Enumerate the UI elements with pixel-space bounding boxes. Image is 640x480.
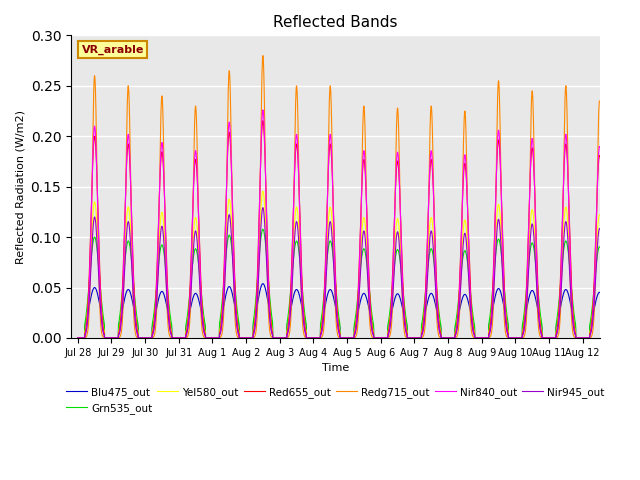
Yel580_out	[612, 335, 620, 341]
Grn535_out	[612, 335, 620, 341]
Legend: Blu475_out, Grn535_out, Yel580_out, Red655_out, Redg715_out, Nir840_out, Nir945_: Blu475_out, Grn535_out, Yel580_out, Red6…	[62, 383, 609, 418]
Red655_out	[259, 118, 267, 124]
Nir840_out	[74, 335, 81, 341]
Grn535_out	[463, 260, 471, 265]
Yel580_out	[259, 189, 267, 194]
Red655_out	[74, 335, 81, 341]
Nir840_out	[498, 213, 506, 219]
Grn535_out	[184, 308, 192, 313]
Grn535_out	[259, 227, 267, 232]
Redg715_out	[259, 53, 267, 59]
Nir840_out	[463, 204, 471, 210]
Text: VR_arable: VR_arable	[81, 45, 144, 55]
Grn535_out	[531, 248, 538, 253]
Title: Reflected Bands: Reflected Bands	[273, 15, 397, 30]
Blu475_out	[531, 290, 538, 296]
Blu475_out	[184, 317, 192, 323]
Y-axis label: Reflected Radiation (W/m2): Reflected Radiation (W/m2)	[15, 109, 25, 264]
Blu475_out	[463, 296, 471, 302]
Line: Nir945_out: Nir945_out	[77, 208, 616, 338]
Nir840_out	[416, 335, 424, 341]
Nir945_out	[416, 335, 424, 341]
Blu475_out	[74, 335, 81, 341]
Red655_out	[463, 204, 471, 210]
Nir945_out	[612, 335, 620, 341]
Nir945_out	[498, 260, 506, 265]
Nir945_out	[74, 335, 81, 341]
Red655_out	[416, 335, 424, 341]
Yel580_out	[607, 335, 614, 341]
Nir840_out	[184, 323, 192, 329]
Redg715_out	[607, 335, 614, 341]
Yel580_out	[498, 242, 506, 248]
Yel580_out	[531, 222, 538, 228]
Line: Yel580_out: Yel580_out	[77, 192, 616, 338]
Yel580_out	[184, 316, 192, 322]
Red655_out	[612, 335, 620, 341]
Red655_out	[498, 209, 506, 215]
Nir945_out	[463, 256, 471, 262]
Blu475_out	[416, 335, 424, 341]
Yel580_out	[416, 335, 424, 341]
Grn535_out	[74, 335, 81, 341]
Nir945_out	[607, 335, 614, 341]
Nir840_out	[612, 335, 620, 341]
Grn535_out	[607, 335, 614, 341]
Red655_out	[184, 317, 192, 323]
Redg715_out	[74, 335, 81, 341]
Nir840_out	[607, 335, 614, 341]
Blu475_out	[498, 294, 506, 300]
Yel580_out	[74, 335, 81, 341]
Nir840_out	[259, 107, 267, 113]
Blu475_out	[612, 335, 620, 341]
Redg715_out	[184, 333, 192, 338]
Nir840_out	[531, 170, 538, 176]
Nir945_out	[531, 238, 538, 244]
Line: Redg715_out: Redg715_out	[77, 56, 616, 338]
Redg715_out	[531, 154, 538, 160]
Grn535_out	[416, 335, 424, 341]
Blu475_out	[607, 335, 614, 341]
Redg715_out	[463, 204, 471, 210]
Redg715_out	[612, 335, 620, 341]
Line: Red655_out: Red655_out	[77, 121, 616, 338]
Yel580_out	[463, 241, 471, 247]
Grn535_out	[498, 256, 506, 262]
Line: Blu475_out: Blu475_out	[77, 284, 616, 338]
Redg715_out	[498, 228, 506, 233]
Red655_out	[607, 335, 614, 341]
Line: Grn535_out: Grn535_out	[77, 229, 616, 338]
Redg715_out	[416, 335, 424, 341]
Line: Nir840_out: Nir840_out	[77, 110, 616, 338]
Blu475_out	[259, 281, 267, 287]
Nir945_out	[184, 324, 192, 330]
Nir945_out	[259, 205, 267, 211]
X-axis label: Time: Time	[322, 363, 349, 373]
Red655_out	[531, 173, 538, 179]
